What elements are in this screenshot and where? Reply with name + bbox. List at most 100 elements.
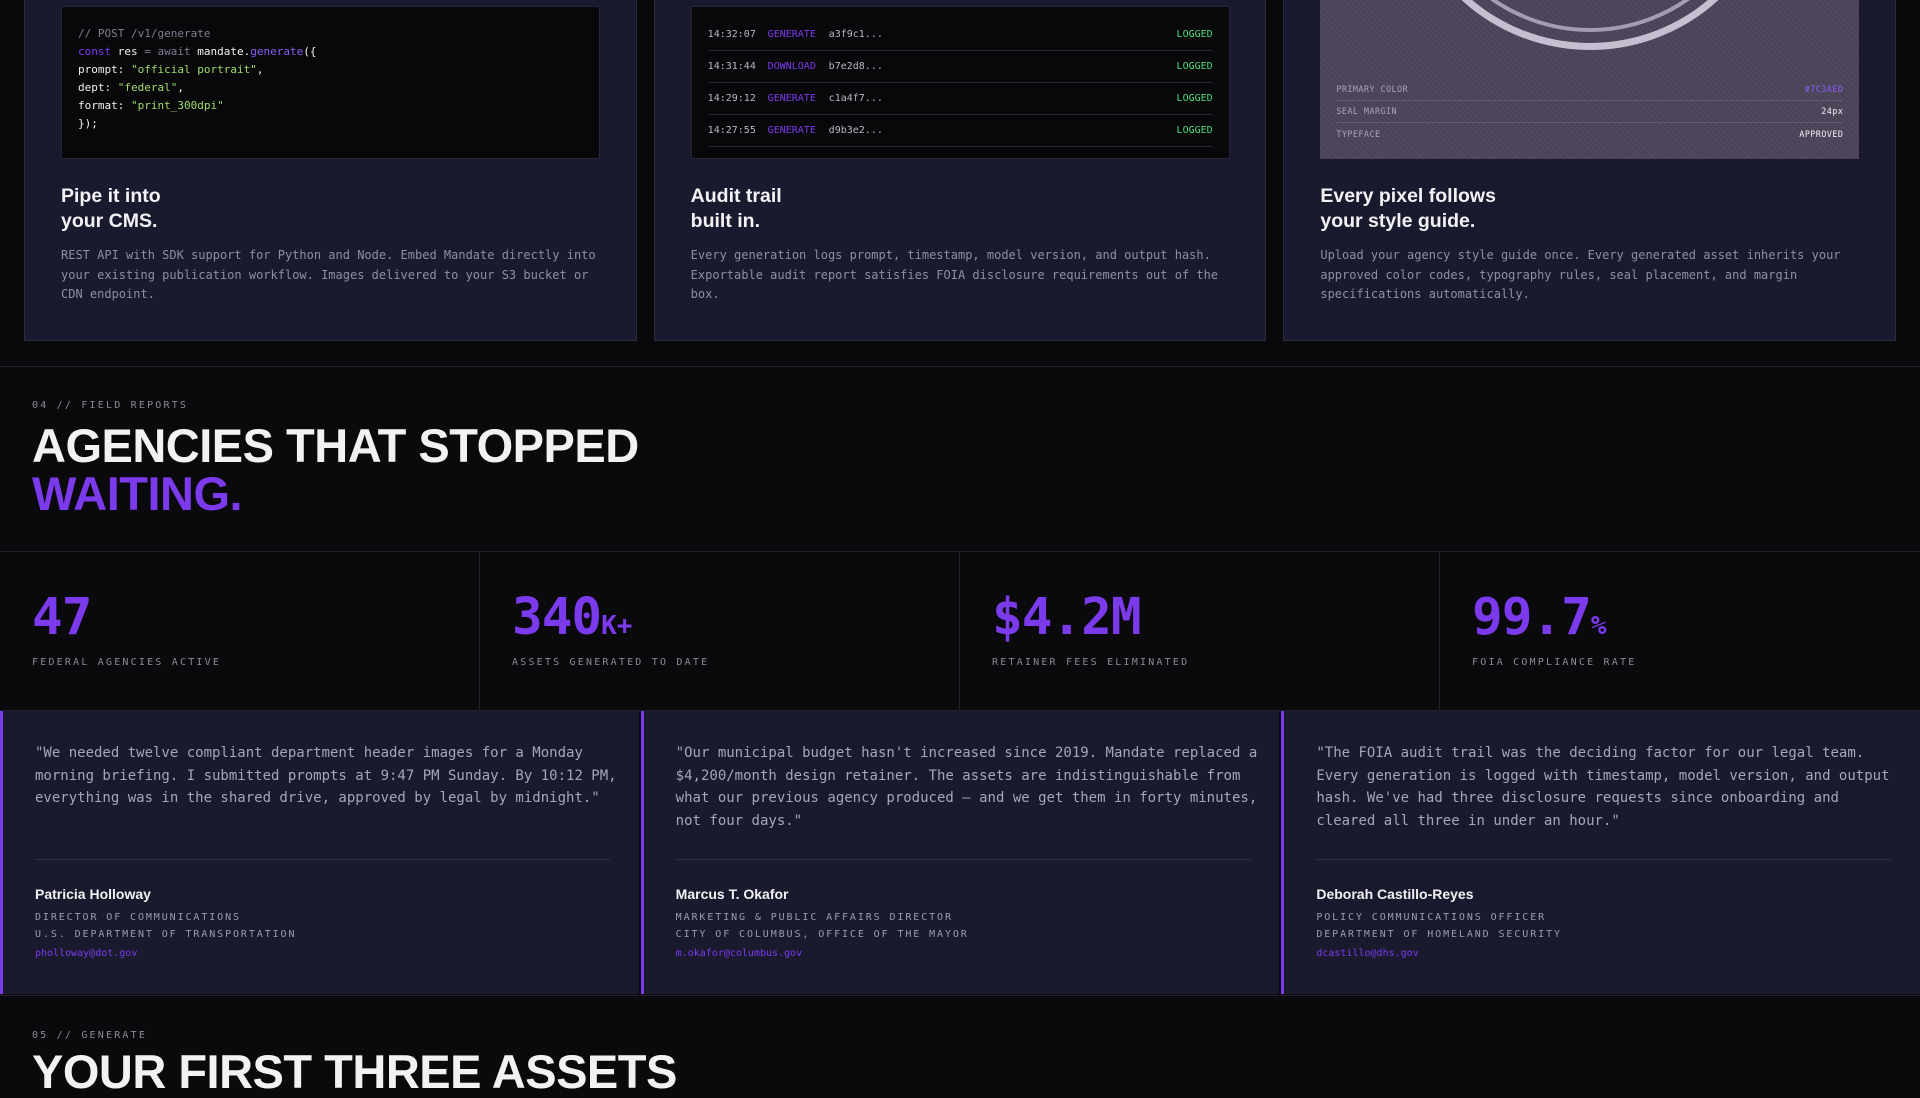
log-time: 14:27:55 [707,125,756,136]
feature-card-style-guide: PRIMARY COLOR #7C3AED SEAL MARGIN 24px T… [1283,0,1897,341]
code-token: dept: [78,81,118,94]
code-token: , [177,81,184,94]
log-time: 14:32:07 [707,29,756,40]
audit-log-preview: 14:32:07 GENERATE a3f9c1... LOGGED 14:31… [690,6,1230,159]
code-comment: // POST /v1/generate [78,27,211,40]
code-preview: // POST /v1/generate const res = await m… [61,6,600,159]
code-token: "federal" [117,81,178,94]
section-divider [0,995,1920,996]
section-divider [0,366,1920,367]
code-token: const [78,45,112,58]
feature-description: REST API with SDK support for Python and… [61,248,596,301]
section-eyebrow: 04 // FIELD REPORTS [32,400,189,411]
feature-title-line: Pipe it into [61,185,161,207]
feature-title: Audit trail built in. [691,184,1211,234]
code-line: format: "print_300dpi" [78,97,583,115]
code-line: dept: "federal", [78,79,583,97]
testimonial-name: Marcus T. Okafor [675,886,789,902]
log-hash: a3f9c1... [828,29,883,40]
stat-number: 340 [512,588,602,647]
stat-label: RETAINER FEES ELIMINATED [992,657,1190,668]
log-action: GENERATE [767,125,816,136]
spec-value: APPROVED [1799,130,1844,140]
stat-label: FEDERAL AGENCIES ACTIVE [32,657,222,668]
stat-block: 340K+ ASSETS GENERATED TO DATE [480,552,960,710]
stat-label: ASSETS GENERATED TO DATE [512,657,710,668]
stat-value: $4.2M [992,588,1142,647]
code-token: format: [78,99,131,112]
log-hash: c1a4f7... [828,93,883,104]
role-title: MARKETING & PUBLIC AFFAIRS DIRECTOR [675,912,953,923]
feature-title-line: Every pixel follows [1320,185,1496,207]
testimonial-quote: "Our municipal budget hasn't increased s… [675,745,1258,829]
feature-title-line: your style guide. [1320,210,1476,232]
feature-title: Pipe it into your CMS. [61,184,581,234]
testimonial-quote: "The FOIA audit trail was the deciding f… [1316,745,1890,829]
log-row: 14:32:07 GENERATE a3f9c1... LOGGED [707,19,1213,51]
spec-key: PRIMARY COLOR [1336,85,1409,95]
testimonial-divider [1316,859,1892,860]
section-headline: AGENCIES THAT STOPPED WAITING. [32,422,639,518]
feature-title-line: Audit trail [690,185,782,207]
log-action: GENERATE [767,93,816,104]
log-action: DOWNLOAD [767,61,816,72]
code-token: "official portrait" [130,63,257,76]
log-status: LOGGED [1176,29,1213,40]
stat-value: 99.7% [1472,588,1606,647]
stat-value: 340K+ [512,588,632,647]
testimonial-email-link[interactable]: pholloway@dot.gov [35,948,138,959]
feature-description: Every generation logs prompt, timestamp,… [690,248,1219,301]
section-eyebrow: 05 // GENERATE [32,1030,148,1041]
feature-title-line: your CMS. [61,210,158,232]
code-line: prompt: "official portrait", [78,61,583,79]
testimonial-role: POLICY COMMUNICATIONS OFFICER DEPARTMENT… [1316,909,1562,943]
log-time: 14:29:12 [707,93,756,104]
testimonial-email-link[interactable]: m.okafor@columbus.gov [675,948,803,959]
stat-suffix: % [1590,611,1607,641]
testimonial-role: MARKETING & PUBLIC AFFAIRS DIRECTOR CITY… [676,909,969,943]
spec-row: TYPEFACE APPROVED [1336,130,1843,145]
headline-line-accent: WAITING. [32,467,243,520]
spec-value: #7C3AED [1804,85,1844,95]
feature-description: Upload your agency style guide once. Eve… [1320,248,1841,301]
code-token: mandate. [197,45,251,58]
testimonial-role: DIRECTOR OF COMMUNICATIONS U.S. DEPARTME… [35,909,296,943]
testimonial-name: Deborah Castillo-Reyes [1316,886,1474,902]
stat-value: 47 [32,588,92,647]
feature-title-line: built in. [690,210,760,232]
code-token: = [137,45,158,58]
role-title: POLICY COMMUNICATIONS OFFICER [1316,912,1547,923]
log-row: 14:27:55 GENERATE d9b3e2... LOGGED [707,115,1213,147]
log-time: 14:31:44 [707,61,756,72]
code-token: prompt: [78,63,131,76]
spec-row: SEAL MARGIN 24px [1336,107,1844,123]
log-hash: d9b3e2... [828,125,883,136]
code-token: await [157,45,191,58]
role-organization: DEPARTMENT OF HOMELAND SECURITY [1316,929,1562,940]
log-hash: b7e2d8... [828,61,883,72]
role-title: DIRECTOR OF COMMUNICATIONS [35,912,241,923]
code-token: }); [78,117,98,130]
testimonial-name: Patricia Holloway [35,886,151,902]
testimonials: "We needed twelve compliant department h… [0,711,1920,994]
spec-key: TYPEFACE [1336,130,1381,140]
log-status: LOGGED [1176,93,1213,104]
feature-title: Every pixel follows your style guide. [1320,184,1840,234]
stat-block: 47 FEDERAL AGENCIES ACTIVE [0,552,480,710]
testimonial-email-link[interactable]: dcastillo@dhs.gov [1316,948,1419,959]
code-line: const res = await mandate.generate({ [78,43,583,61]
stat-number: 99.7 [1472,588,1592,647]
log-status: LOGGED [1176,61,1213,72]
testimonial-card: "Our municipal budget hasn't increased s… [640,711,1280,994]
stat-suffix: K+ [601,611,633,641]
code-line: // POST /v1/generate [78,25,583,43]
style-guide-preview: PRIMARY COLOR #7C3AED SEAL MARGIN 24px T… [1320,0,1860,159]
code-token: "print_300dpi" [130,99,224,112]
feature-card-cms: // POST /v1/generate const res = await m… [24,0,637,341]
testimonial-divider [35,859,610,860]
code-token: res [117,45,138,58]
log-action: GENERATE [767,29,816,40]
headline-line: YOUR FIRST THREE ASSETS [32,1045,677,1098]
spec-value: 24px [1821,107,1844,117]
spec-key: SEAL MARGIN [1336,107,1398,117]
